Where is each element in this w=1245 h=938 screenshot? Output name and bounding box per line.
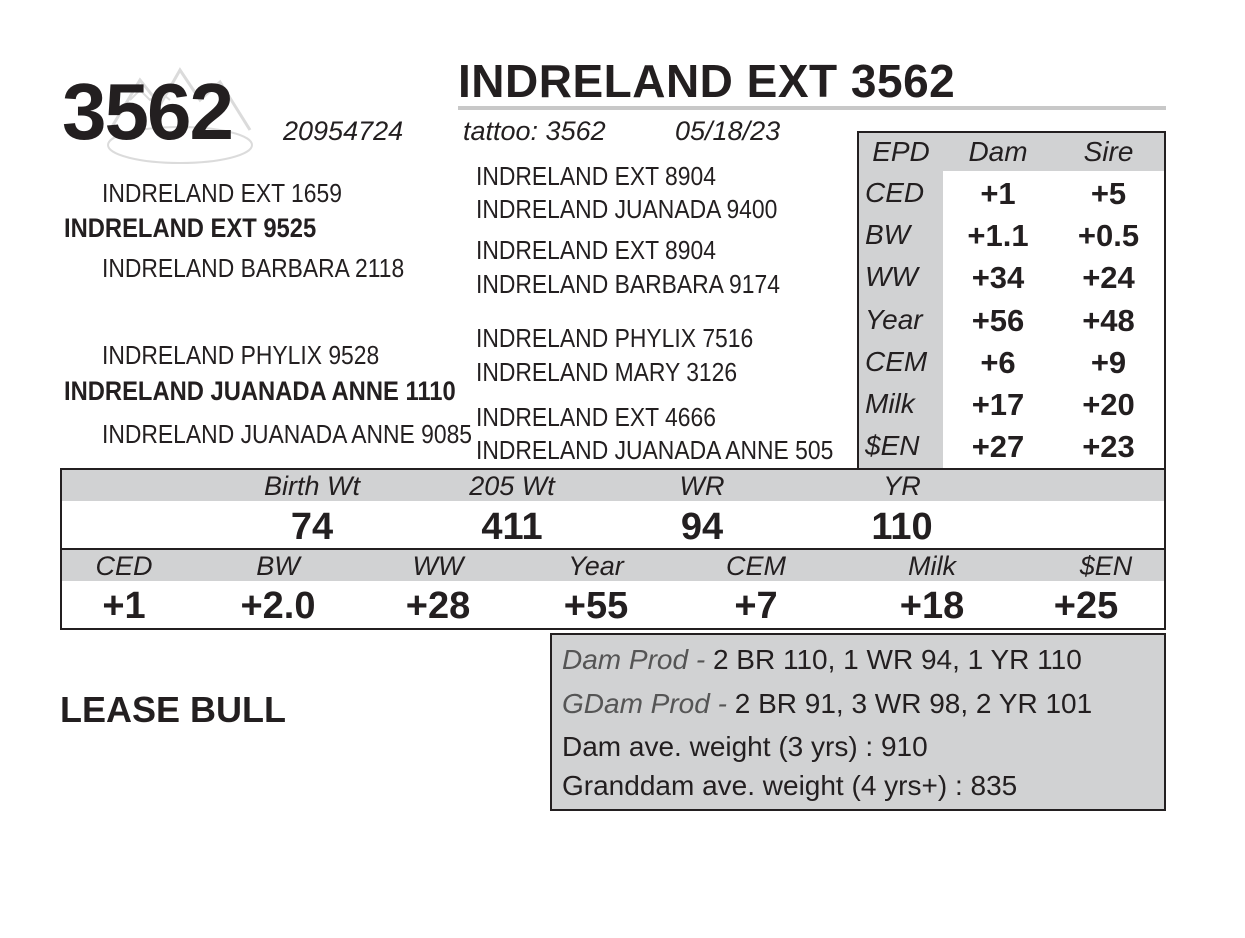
dam-prod-label: Dam Prod - [562,644,706,675]
weight-header: Birth Wt [263,471,360,501]
mountain-logo-icon [107,67,253,164]
epd-dam-value: +17 [971,387,1025,422]
calf-epd-value: +55 [563,585,629,627]
lease-bull-label: LEASE BULL [60,689,287,730]
ggp-8: INDRELAND JUANADA ANNE 505 [476,435,834,465]
sire-sire: INDRELAND EXT 1659 [102,178,342,208]
calf-epd-header: $EN [1079,551,1133,581]
epd-row-label: CEM [865,346,928,377]
weight-value: 411 [481,506,543,548]
weights-header-band [62,470,1164,501]
granddam-average-weight: Granddam ave. weight (4 yrs+) : 835 [562,770,1018,801]
ggp-3: INDRELAND EXT 8904 [476,235,716,265]
performance-table: Birth Wt 205 Wt WR YR 74 411 94 110 CED … [60,468,1166,630]
gdam-prod-value: 2 BR 91, 3 WR 98, 2 YR 101 [734,688,1093,719]
epd-dam-value: +27 [971,429,1025,464]
ggp-4: INDRELAND BARBARA 9174 [476,269,780,299]
epd-header-sire: Sire [1083,136,1134,167]
tattoo: tattoo: 3562 [463,116,606,146]
epd-sire-value: +5 [1090,176,1127,211]
ggp-2: INDRELAND JUANADA 9400 [476,194,778,224]
calf-epd-header: CED [95,551,153,581]
weight-value: 94 [680,506,724,548]
table-divider [62,548,1164,550]
epd-sire-value: +20 [1082,387,1135,422]
birth-date: 05/18/23 [675,116,781,146]
epd-header-band [62,550,1164,581]
epd-sire-value: +9 [1090,345,1127,380]
epd-row-label: Year [865,304,923,335]
dam-average-weight: Dam ave. weight (3 yrs) : 910 [562,731,928,762]
sire: INDRELAND EXT 9525 [64,213,317,243]
calf-epd-header: Milk [908,551,956,581]
epd-row-label: CED [865,177,925,208]
epd-header-band [859,133,1164,171]
calf-epd-value: +1 [102,585,146,627]
weight-value: 74 [290,506,334,548]
calf-epd-header: WW [412,551,464,581]
epd-dam-value: +1.1 [967,218,1029,253]
lot-number: 3562 [62,67,234,156]
weight-value: 110 [871,506,933,548]
epd-sire-value: +48 [1082,303,1135,338]
calf-epd-value: +7 [734,585,778,627]
epd-label-column [859,171,943,469]
epd-header-epd: EPD [872,136,930,167]
gdam-prod-line: GDam Prod - 2 BR 91, 3 WR 98, 2 YR 101 [562,690,1092,718]
registration-number: 20954724 [283,116,404,146]
calf-epd-header: CEM [726,551,786,581]
dam-sire: INDRELAND PHYLIX 9528 [102,340,380,370]
epd-sire-value: +0.5 [1077,218,1140,253]
epd-dam-value: +34 [971,260,1025,295]
epd-sire-value: +23 [1082,429,1135,464]
epd-row-label: $EN [865,430,920,461]
epd-row-label: Milk [865,388,915,419]
dam-prod-line: Dam Prod - 2 BR 110, 1 WR 94, 1 YR 110 [562,646,1082,674]
gdam-prod-label: GDam Prod - [562,688,727,719]
weight-header: 205 Wt [469,471,555,501]
dam-dam: INDRELAND JUANADA ANNE 9085 [102,419,473,449]
calf-epd-value: +25 [1053,585,1119,627]
calf-epd-value: +2.0 [240,585,316,627]
calf-epd-value: +18 [899,585,965,627]
calf-epd-header: BW [256,551,300,581]
ggp-6: INDRELAND MARY 3126 [476,357,738,387]
title-underline [458,106,1166,110]
ggp-7: INDRELAND EXT 4666 [476,402,716,432]
weight-header: YR [883,471,921,501]
epd-row-label: BW [865,219,911,250]
epd-dam-value: +6 [980,345,1016,380]
calf-epd-value: +28 [405,585,471,627]
epd-sire-value: +24 [1082,260,1135,295]
epd-table: EPD Dam Sire CED +1 +5 BW +1.1 +0.5 WW +… [857,131,1166,471]
ggp-1: INDRELAND EXT 8904 [476,161,716,191]
calf-epd-header: Year [568,551,624,581]
production-box: Dam Prod - 2 BR 110, 1 WR 94, 1 YR 110 G… [550,633,1166,811]
epd-row-label: WW [865,261,918,292]
epd-header-dam: Dam [968,136,1028,167]
weight-header: WR [679,471,725,501]
ggp-5: INDRELAND PHYLIX 7516 [476,323,754,353]
epd-dam-value: +1 [980,176,1016,211]
dam-prod-value: 2 BR 110, 1 WR 94, 1 YR 110 [712,644,1082,675]
epd-dam-value: +56 [971,303,1025,338]
animal-name: INDRELAND EXT 3562 [458,55,956,107]
dam: INDRELAND JUANADA ANNE 1110 [64,376,456,406]
sire-dam: INDRELAND BARBARA 2118 [102,253,405,283]
